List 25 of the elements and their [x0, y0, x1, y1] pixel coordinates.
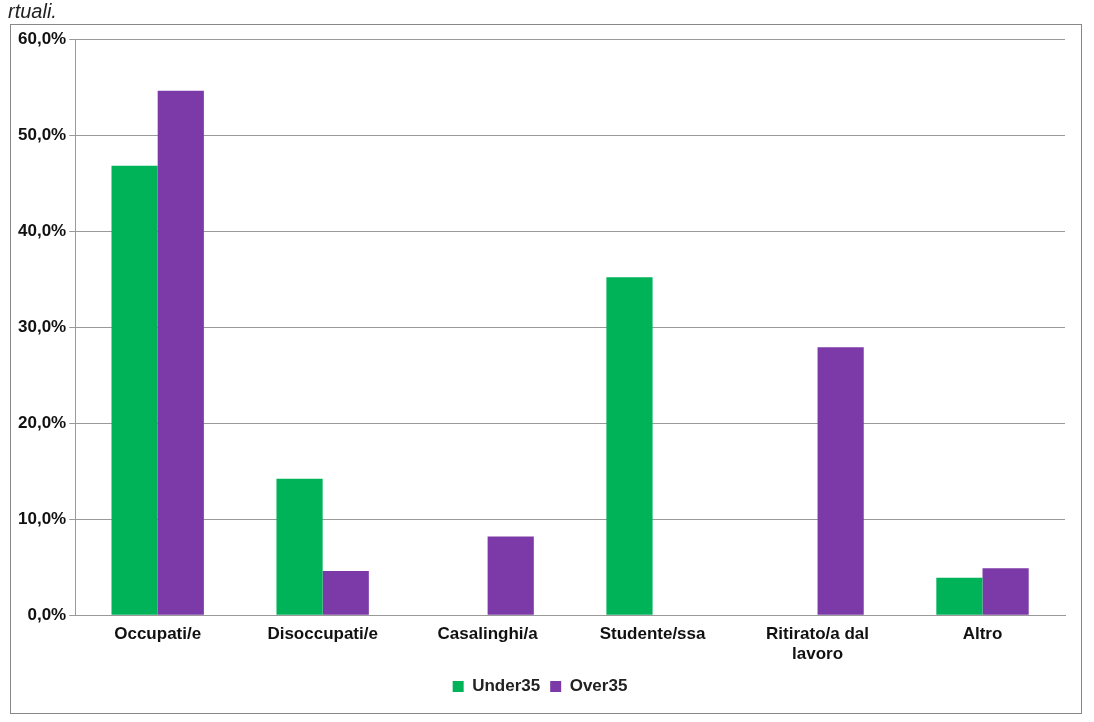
bar [936, 577, 983, 615]
x-tick-label: Casalinghi/a [437, 624, 539, 644]
bar [322, 571, 369, 615]
x-tick-label: Ritirato/a dal lavoro [766, 624, 870, 664]
y-tick-label: 20,0% [18, 412, 67, 432]
y-tick-label: 30,0% [18, 316, 67, 336]
legend-label: Over35 [569, 676, 628, 696]
x-tick-label: Disoccupati/e [267, 624, 378, 644]
bar [111, 165, 158, 615]
bar [817, 347, 864, 615]
text: rtuali. [8, 0, 57, 22]
bar [606, 277, 653, 615]
bar [276, 478, 323, 615]
y-tick-label: 50,0% [18, 124, 67, 144]
bar [157, 90, 204, 615]
y-tick-label: 0,0% [27, 604, 67, 624]
legend-label: Under35 [472, 676, 541, 696]
bar [487, 536, 534, 615]
y-tick-label: 10,0% [18, 508, 67, 528]
x-tick-label: Occupati/e [114, 624, 202, 644]
x-tick-label: Altro [962, 624, 1003, 644]
x-tick-label: Studente/ssa [599, 624, 707, 644]
y-tick-label: 40,0% [18, 220, 67, 240]
bar [982, 568, 1029, 615]
y-tick-label: 60,0% [18, 28, 67, 48]
